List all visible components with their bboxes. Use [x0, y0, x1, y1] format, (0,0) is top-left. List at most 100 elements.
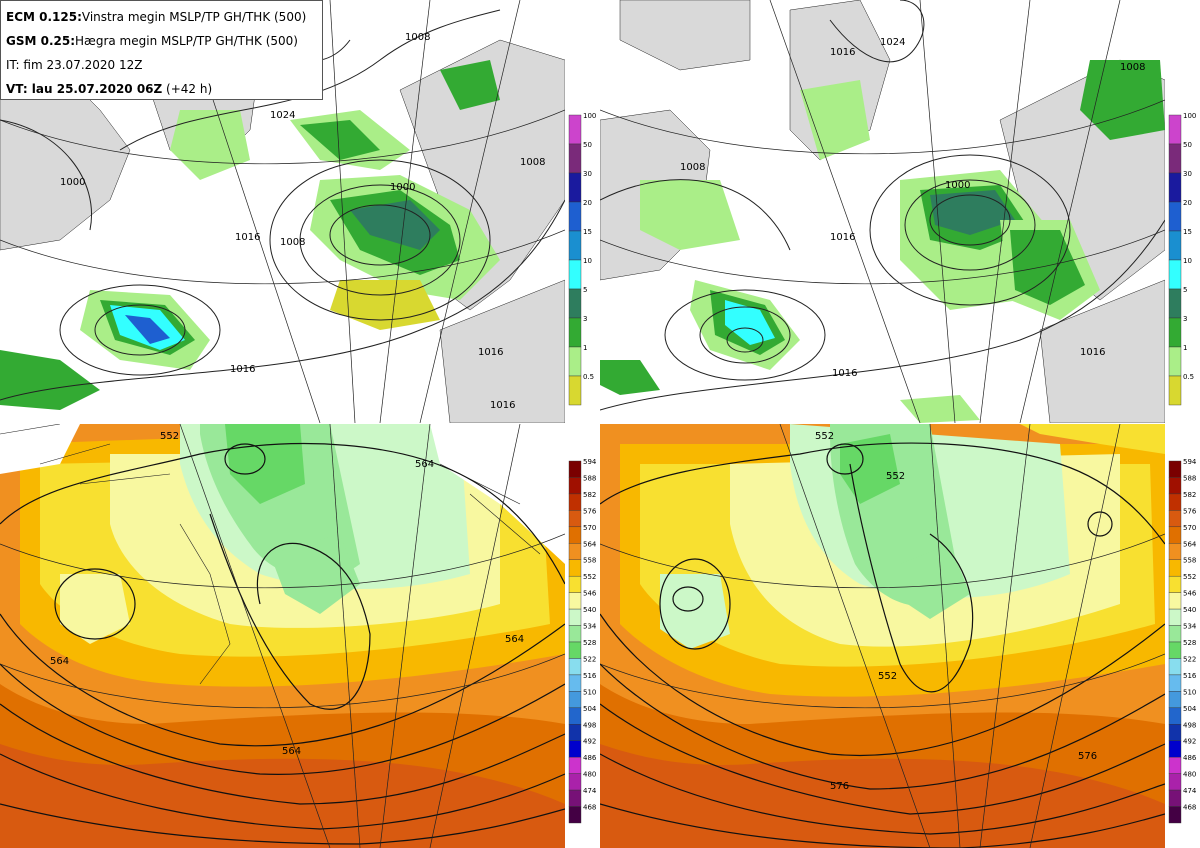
legend-tick-label: 546 — [1183, 590, 1197, 598]
legend-tick-label: 100 — [583, 112, 596, 120]
isobar-label: 1016 — [478, 347, 503, 358]
ecm-row: ECM 0.125:Vinstra megin MSLP/TP GH/THK (… — [6, 5, 317, 29]
legend-tick-label: 480 — [583, 771, 596, 779]
legend-tick-label: 552 — [1183, 573, 1196, 581]
legend-swatch — [1168, 575, 1182, 593]
legend-tick-label: 558 — [583, 557, 596, 565]
contour-label: 552 — [160, 431, 179, 442]
isobar-label: 1008 — [1120, 62, 1145, 73]
gh-legend-right-svg: 594 588 582 576 570 564 558 552 546 540 534 528 522 5… — [1168, 458, 1197, 824]
isobar-label: 1000 — [390, 182, 415, 193]
isobar-label: 1016 — [830, 47, 855, 58]
legend-tick-label: 498 — [1183, 721, 1196, 729]
legend-swatch — [1168, 143, 1182, 174]
legend-swatch — [1168, 756, 1182, 774]
contour-label: 552 — [815, 431, 834, 442]
legend-tick-label: 504 — [1183, 705, 1197, 713]
legend-tick-label: 50 — [583, 141, 592, 149]
isobar-label: 1016 — [1080, 347, 1105, 358]
legend-swatch — [568, 773, 582, 791]
contour-label: 552 — [886, 471, 905, 482]
legend-tick-label: 510 — [1183, 688, 1196, 696]
legend-tick-label: 0.5 — [583, 373, 594, 381]
contour-label: 576 — [1078, 751, 1097, 762]
legend-tick-label: 100 — [1183, 112, 1196, 120]
legend-swatch — [568, 201, 582, 232]
it-text: IT: fim 23.07.2020 12Z — [6, 58, 143, 72]
legend-tick-label: 15 — [583, 228, 592, 236]
info-box: ECM 0.125:Vinstra megin MSLP/TP GH/THK (… — [0, 0, 323, 100]
contour-label: 564 — [50, 656, 69, 667]
legend-swatch — [1168, 259, 1182, 290]
ecm-label: ECM 0.125: — [6, 10, 82, 24]
legend-tick-label: 540 — [1183, 606, 1196, 614]
legend-swatch — [1168, 288, 1182, 319]
legend-swatch — [1168, 740, 1182, 758]
legend-tick-label: 474 — [1183, 787, 1197, 795]
legend-swatch — [568, 493, 582, 511]
legend-swatch — [1168, 773, 1182, 791]
legend-tick-label: 564 — [1183, 540, 1197, 548]
legend-swatch — [568, 724, 582, 741]
legend-swatch — [568, 707, 582, 725]
legend-swatch — [568, 789, 582, 807]
legend-tick-label: 504 — [583, 705, 597, 713]
gsm-text: Hægra megin MSLP/TP GH/THK (500) — [75, 34, 298, 48]
isobar-label: 1024 — [270, 110, 295, 121]
legend-swatch — [568, 230, 582, 261]
legend-swatch — [568, 317, 582, 348]
legend-swatch — [568, 346, 582, 377]
legend-tick-label: 588 — [583, 474, 596, 482]
legend-swatch — [568, 592, 582, 610]
legend-swatch — [568, 510, 582, 528]
vt-label: VT: lau 25.07.2020 06Z — [6, 82, 163, 96]
legend-tick-label: 468 — [583, 804, 596, 812]
legend-swatch — [1168, 201, 1182, 232]
legend-swatch — [1168, 230, 1182, 261]
legend-swatch — [1168, 477, 1182, 495]
legend-tick-label: 570 — [583, 524, 596, 532]
legend-tick-label: 3 — [1183, 315, 1187, 323]
legend-swatch — [568, 559, 582, 577]
legend-swatch — [568, 543, 582, 560]
legend-tick-label: 30 — [583, 170, 592, 178]
legend-tick-label: 558 — [1183, 557, 1196, 565]
precip-legend-left-svg: 100 50 30 20 15 10 5 3 1 0.5 — [568, 112, 596, 406]
legend-tick-label: 522 — [1183, 655, 1196, 663]
legend-tick-label: 516 — [1183, 672, 1197, 680]
precip-legend-left: 100 50 30 20 15 10 5 3 1 0.5 — [567, 112, 597, 408]
legend-tick-label: 528 — [1183, 639, 1196, 647]
contour-label: 576 — [830, 781, 849, 792]
legend-swatch — [1168, 559, 1182, 577]
legend-swatch — [1168, 806, 1182, 824]
legend-swatch — [1168, 641, 1182, 659]
isobar-label: 1000 — [60, 177, 85, 188]
legend-swatch — [568, 806, 582, 824]
legend-swatch — [1168, 625, 1182, 643]
legend-tick-label: 510 — [583, 688, 596, 696]
legend-tick-label: 5 — [583, 286, 587, 294]
legend-swatch — [568, 477, 582, 495]
legend-tick-label: 486 — [1183, 754, 1197, 762]
legend-tick-label: 594 — [1183, 458, 1197, 466]
legend-tick-label: 480 — [1183, 771, 1196, 779]
legend-swatch — [1168, 658, 1182, 676]
isobar-label: 1016 — [230, 364, 255, 375]
gsm-gh-thk-map: 552 552 552 576 576 — [600, 424, 1165, 848]
isobar-label: 1008 — [280, 237, 305, 248]
ecm-text: Vinstra megin MSLP/TP GH/THK (500) — [81, 10, 307, 24]
vt-row: VT: lau 25.07.2020 06Z (+42 h) — [6, 77, 317, 101]
legend-swatch — [1168, 691, 1182, 709]
legend-tick-label: 20 — [1183, 199, 1192, 207]
isobar-label: 1016 — [235, 232, 260, 243]
legend-swatch — [568, 114, 582, 145]
legend-tick-label: 576 — [583, 507, 597, 515]
vt-suffix: (+42 h) — [162, 82, 213, 96]
legend-swatch — [1168, 592, 1182, 610]
isobar-label: 1000 — [945, 180, 970, 191]
legend-swatch — [568, 460, 582, 478]
legend-swatch — [568, 658, 582, 676]
legend-swatch — [1168, 510, 1182, 528]
legend-swatch — [568, 375, 582, 406]
legend-tick-label: 474 — [583, 787, 597, 795]
